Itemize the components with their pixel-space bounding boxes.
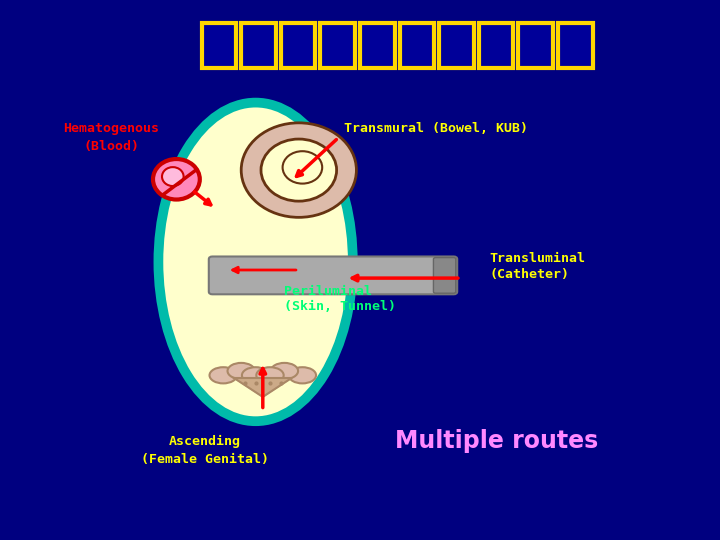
Polygon shape [234, 378, 292, 397]
Text: Hematogenous: Hematogenous [63, 122, 160, 135]
Text: Transluminal: Transluminal [490, 252, 585, 265]
Ellipse shape [242, 367, 269, 383]
Bar [439, 23, 474, 68]
Text: (Blood): (Blood) [84, 140, 140, 153]
FancyBboxPatch shape [433, 258, 456, 293]
Ellipse shape [158, 103, 353, 421]
Bar [202, 23, 236, 68]
Text: Periluminal: Periluminal [284, 285, 372, 298]
Bar [320, 23, 355, 68]
Ellipse shape [289, 367, 316, 383]
Text: Ascending: Ascending [169, 435, 241, 448]
Ellipse shape [228, 363, 255, 379]
FancyBboxPatch shape [209, 256, 457, 294]
Bar [281, 23, 315, 68]
Bar [558, 23, 593, 68]
Bar [518, 23, 553, 68]
Ellipse shape [241, 123, 356, 217]
Ellipse shape [261, 139, 337, 201]
Bar [479, 23, 513, 68]
Text: Transmural (Bowel, KUB): Transmural (Bowel, KUB) [343, 122, 528, 135]
Text: (Skin, Tunnel): (Skin, Tunnel) [284, 300, 397, 313]
Text: (Female Genital): (Female Genital) [141, 453, 269, 465]
Ellipse shape [153, 159, 200, 199]
Ellipse shape [256, 367, 284, 383]
Text: (Catheter): (Catheter) [490, 268, 570, 281]
Ellipse shape [162, 167, 184, 186]
Bar [241, 23, 276, 68]
Ellipse shape [210, 367, 237, 383]
Bar [400, 23, 434, 68]
Ellipse shape [271, 363, 298, 379]
Text: Multiple routes: Multiple routes [395, 429, 598, 453]
Ellipse shape [282, 151, 323, 184]
Bar [360, 23, 395, 68]
